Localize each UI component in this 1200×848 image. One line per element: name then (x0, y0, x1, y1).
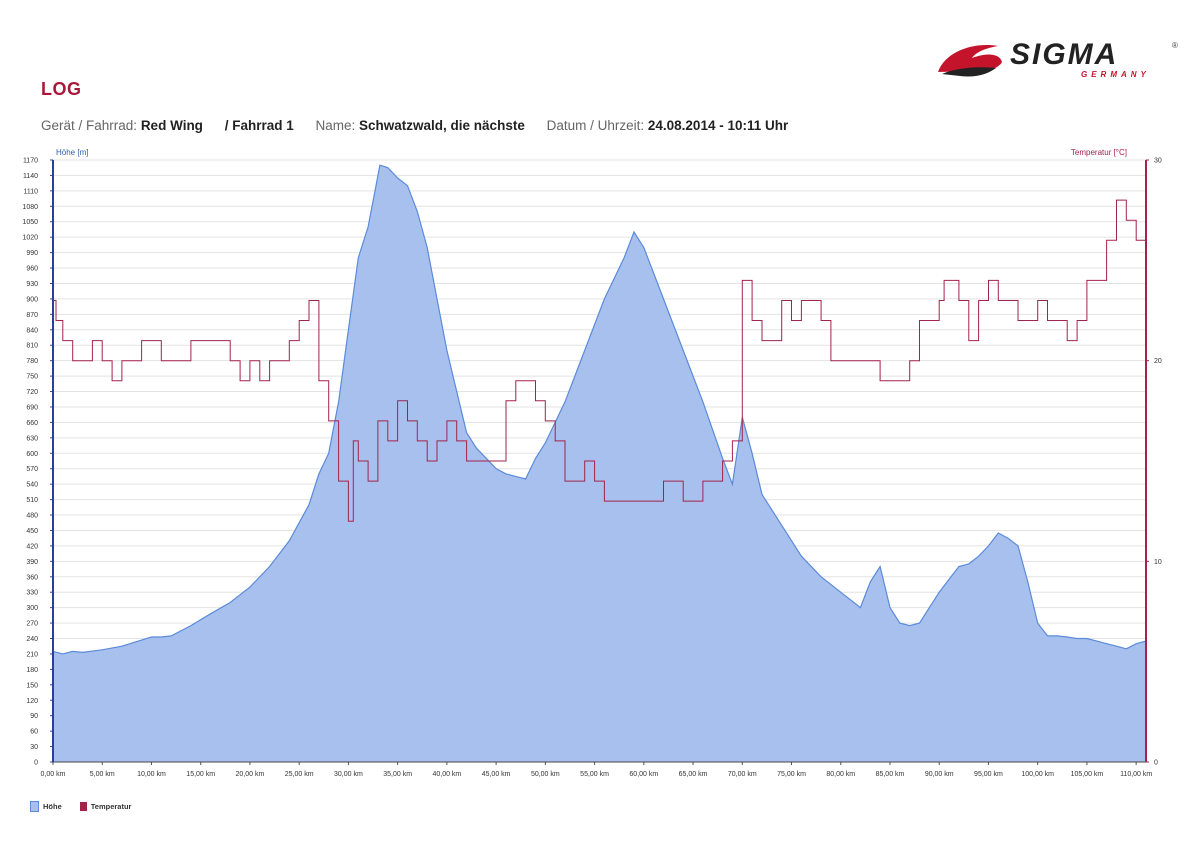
y-tick-label: 510 (26, 497, 38, 504)
x-tick-label: 100,00 km (1021, 771, 1054, 778)
y-tick-label: 390 (26, 559, 38, 566)
x-tick-label: 90,00 km (925, 771, 954, 778)
x-tick-label: 35,00 km (383, 771, 412, 778)
x-tick-label: 80,00 km (826, 771, 855, 778)
x-tick-label: 45,00 km (482, 771, 511, 778)
series-layer (52, 164, 1147, 763)
series-area-hoehe (53, 165, 1146, 763)
x-tick-label: 70,00 km (728, 771, 757, 778)
y-tick-label: 930 (26, 281, 38, 288)
y-tick-label: 360 (26, 574, 38, 581)
y-tick-label: 240 (26, 636, 38, 643)
legend: Höhe Temperatur (30, 801, 149, 812)
logo-subtext: GERMANY (1081, 70, 1150, 79)
y2-tick-label: 30 (1154, 158, 1162, 165)
logo-registered: ® (1172, 41, 1178, 50)
y-tick-label: 270 (26, 621, 38, 628)
x-tick-label: 110,00 km (1120, 771, 1152, 778)
y-tick-label: 660 (26, 420, 38, 427)
y-tick-label: 1140 (23, 173, 38, 180)
y-tick-label: 150 (26, 682, 38, 689)
activity-header: Gerät / Fahrrad: Red Wing / Fahrrad 1 Na… (41, 118, 788, 133)
series-line-temperatur (53, 199, 1146, 522)
legend-label-hoehe: Höhe (43, 802, 62, 811)
x-tick-label: 5,00 km (90, 771, 115, 778)
y-tick-label: 780 (26, 358, 38, 365)
y-tick-label: 420 (26, 543, 38, 550)
y-tick-label: 1080 (22, 204, 38, 211)
legend-swatch-temperatur (79, 802, 87, 811)
x-tick-label: 65,00 km (679, 771, 708, 778)
x-tick-label: 25,00 km (285, 771, 314, 778)
sigma-logo: SIGMA ® GERMANY (936, 36, 1186, 86)
page-title: LOG (41, 79, 82, 99)
legend-swatch-hoehe (30, 801, 39, 812)
sigma-logo-mark: SIGMA ® GERMANY (938, 38, 1178, 79)
logo-text: SIGMA (1010, 38, 1118, 71)
x-tick-label: 20,00 km (236, 771, 265, 778)
y-tick-label: 330 (26, 590, 38, 597)
y2-tick-label: 10 (1154, 559, 1162, 566)
x-tick-label: 30,00 km (334, 771, 363, 778)
date-value: 24.08.2014 - 10:11 Uhr (647, 118, 789, 133)
y-tick-label: 60 (30, 729, 38, 736)
y-tick-label: 750 (26, 374, 38, 381)
x-tick-label: 55,00 km (580, 771, 609, 778)
x-tick-label: 95,00 km (974, 771, 1003, 778)
y-tick-label: 1110 (23, 188, 38, 195)
y-tick-label: 720 (26, 389, 38, 396)
x-tick-label: 50,00 km (531, 771, 560, 778)
y-tick-label: 210 (26, 651, 38, 658)
x-tick-label: 75,00 km (777, 771, 806, 778)
y-tick-label: 570 (26, 466, 38, 473)
x-tick-label: 10,00 km (137, 771, 166, 778)
legend-item-temperatur: Temperatur (79, 802, 132, 811)
device-value: Red Wing (140, 118, 203, 133)
legend-label-temperatur: Temperatur (90, 802, 132, 811)
y2-axis-label: Temperatur [°C] (1071, 148, 1127, 157)
y-tick-label: 480 (26, 513, 38, 520)
y-tick-label: 810 (26, 343, 38, 350)
y2-tick-label: 0 (1154, 760, 1158, 767)
y-tick-label: 120 (26, 698, 38, 705)
y-axis-label: Höhe [m] (56, 148, 88, 157)
y-tick-label: 30 (30, 744, 38, 751)
y-tick-label: 870 (26, 312, 38, 319)
y-tick-label: 630 (26, 435, 38, 442)
y-tick-label: 690 (26, 404, 38, 411)
y-tick-label: 960 (26, 266, 38, 273)
y2-tick-label: 20 (1154, 358, 1162, 365)
x-tick-label: 85,00 km (876, 771, 905, 778)
x-tick-label: 15,00 km (186, 771, 215, 778)
y-tick-label: 450 (26, 528, 38, 535)
elevation-temperature-chart: 0306090120150180210240270300330360390420… (22, 148, 1161, 779)
name-value: Schwatzwald, die nächste (359, 118, 525, 133)
y-tick-label: 600 (26, 451, 38, 458)
y-tick-label: 1170 (23, 158, 38, 165)
legend-item-hoehe: Höhe (30, 801, 62, 812)
x-tick-label: 0,00 km (41, 771, 66, 778)
date-label: Datum / Uhrzeit: (546, 118, 645, 133)
y-tick-label: 840 (26, 327, 38, 334)
y-tick-label: 1050 (22, 219, 38, 226)
device-label: Gerät / Fahrrad: (41, 118, 138, 133)
name-label: Name: (315, 118, 356, 133)
x-tick-label: 105,00 km (1071, 771, 1104, 778)
y-tick-label: 540 (26, 482, 38, 489)
x-tick-label: 40,00 km (432, 771, 461, 778)
y-tick-label: 180 (26, 667, 38, 674)
y-tick-label: 0 (34, 760, 38, 767)
x-tick-label: 60,00 km (629, 771, 658, 778)
y-tick-label: 900 (26, 296, 38, 303)
series-line-hoehe (52, 164, 1147, 655)
y-tick-label: 90 (30, 713, 38, 720)
y-tick-label: 990 (26, 250, 38, 257)
y-tick-label: 300 (26, 605, 38, 612)
bike-value: / Fahrrad 1 (224, 118, 294, 133)
axes: 0306090120150180210240270300330360390420… (22, 158, 1161, 779)
y-tick-label: 1020 (22, 235, 38, 242)
